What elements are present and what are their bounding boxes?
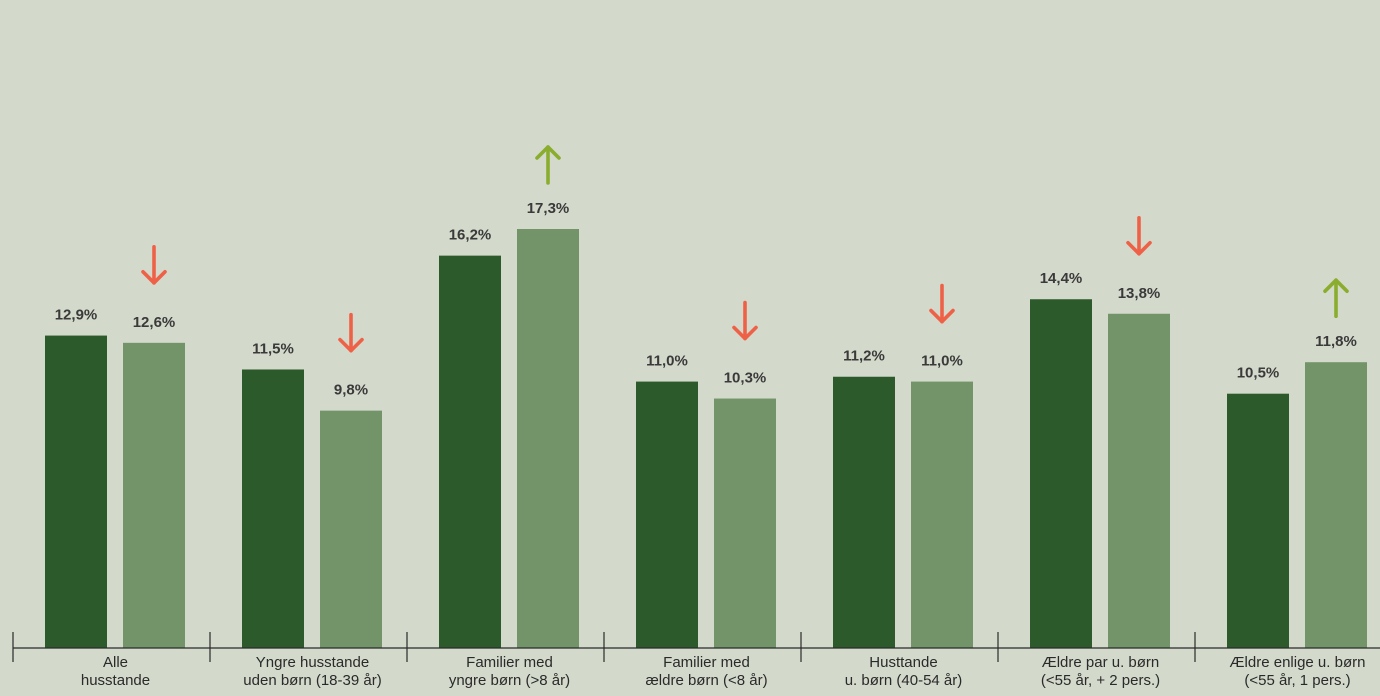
data-label: 9,8%: [334, 382, 368, 399]
data-label: 11,8%: [1315, 333, 1357, 350]
category-label: ældre børn (<8 år): [645, 672, 767, 689]
category-label: (<55 år, + 2 pers.): [1041, 672, 1160, 689]
change-arrows-group: [141, 145, 1349, 353]
arrow-down-icon: [929, 283, 955, 324]
bar-series-1: [636, 381, 698, 648]
bar-series-1: [1030, 299, 1092, 648]
data-label: 16,2%: [449, 227, 492, 244]
data-label: 12,6%: [133, 314, 176, 331]
bar-series-2: [320, 410, 382, 648]
data-label: 10,5%: [1237, 365, 1280, 382]
category-label: Ældre par u. børn: [1042, 654, 1160, 671]
bar-series-2: [911, 381, 973, 648]
data-label: 10,3%: [724, 370, 767, 387]
x-axis: [12, 632, 1380, 662]
category-label: Familier med: [663, 654, 750, 671]
bar-series-1: [833, 376, 895, 648]
arrow-down-icon: [1126, 215, 1152, 256]
category-label: Yngre husstande: [256, 654, 369, 671]
data-label: 12,9%: [55, 307, 98, 324]
data-label: 11,5%: [252, 340, 294, 357]
arrow-down-icon: [732, 300, 758, 341]
arrow-down-icon: [141, 245, 167, 285]
category-label: Ældre enlige u. børn: [1230, 654, 1366, 671]
category-label: Husttande: [869, 654, 937, 671]
arrow-down-icon: [338, 312, 364, 353]
bar-series-2: [714, 398, 776, 648]
bars-group: [45, 229, 1367, 649]
category-label: Alle: [103, 654, 128, 671]
category-label: uden børn (18-39 år): [243, 672, 381, 689]
bar-series-1: [439, 255, 501, 649]
category-label: (<55 år, 1 pers.): [1244, 672, 1350, 689]
data-label: 17,3%: [527, 200, 570, 217]
bar-series-2: [1305, 362, 1367, 648]
data-label: 13,8%: [1118, 285, 1161, 302]
bar-series-1: [242, 369, 304, 648]
category-label: Familier med: [466, 654, 553, 671]
arrow-up-icon: [1323, 278, 1349, 319]
value-labels-group: 12,9% 12,6% 11,5% 9,8% 16,2% 17,3% 11,0% 10,3% 1…: [55, 200, 1357, 399]
data-label: 14,4%: [1040, 270, 1083, 287]
bar-series-2: [1108, 313, 1170, 648]
data-label: 11,0%: [646, 353, 688, 370]
category-label: husstande: [81, 672, 150, 689]
bar-series-1: [1227, 393, 1289, 648]
bar-series-1: [45, 335, 107, 648]
data-label: 11,2%: [843, 348, 885, 365]
category-label: u. børn (40-54 år): [845, 672, 963, 689]
category-label: yngre børn (>8 år): [449, 672, 570, 689]
bar-series-2: [517, 229, 579, 648]
data-label: 11,0%: [921, 353, 963, 370]
bar-series-2: [123, 342, 185, 648]
arrow-up-icon: [535, 145, 561, 185]
